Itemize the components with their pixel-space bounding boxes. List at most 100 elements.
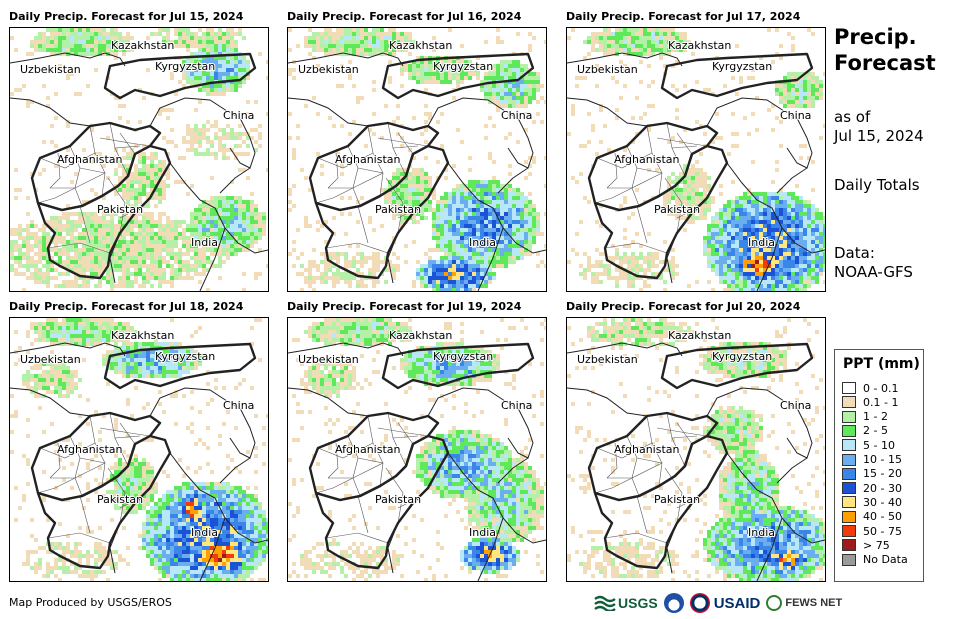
- map-label-pakistan: Pakistan: [97, 493, 143, 506]
- legend-label: 5 - 10: [863, 438, 895, 452]
- legend-label: 2 - 5: [863, 424, 888, 438]
- map-label-india: India: [469, 236, 496, 249]
- pakistan-border: [314, 434, 450, 570]
- legend-title: PPT (mm): [843, 356, 920, 372]
- map-label-uzbekistan: Uzbekistan: [20, 63, 81, 76]
- map-label-china: China: [501, 109, 532, 122]
- legend-swatch: [842, 439, 856, 452]
- legend-label: 10 - 15: [863, 453, 902, 466]
- map-label-kyrgyzstan: Kyrgyzstan: [155, 350, 215, 363]
- map-label-china: China: [223, 399, 254, 412]
- map-label-china: China: [780, 399, 811, 412]
- map-credit: Map Produced by USGS/EROS: [9, 596, 172, 609]
- precip-map-svg: Kazakhstan Uzbekistan Kyrgyzstan China Afgha…: [288, 28, 546, 291]
- legend-item: 40 - 50: [842, 510, 902, 524]
- panel-title-3: Daily Precip. Forecast for Jul 17, 2024: [566, 10, 801, 23]
- map-label-india: India: [469, 526, 496, 539]
- map-label-afghanistan: Afghanistan: [614, 443, 680, 456]
- legend-swatch: [842, 382, 856, 394]
- legend-item: 1 - 2: [842, 410, 888, 424]
- panel-title-4: Daily Precip. Forecast for Jul 18, 2024: [9, 300, 244, 313]
- legend-label: 0.1 - 1: [863, 395, 899, 409]
- map-label-afghanistan: Afghanistan: [57, 443, 123, 456]
- legend-swatch: [842, 539, 856, 552]
- map-label-uzbekistan: Uzbekistan: [577, 63, 638, 76]
- map-panel-6: Kazakhstan Uzbekistan Kyrgyzstan China Afgha…: [566, 317, 826, 582]
- precip-map-svg: Kazakhstan Uzbekistan Kyrgyzstan China Afgha…: [10, 28, 268, 291]
- map-label-india: India: [191, 236, 218, 249]
- map-label-kyrgyzstan: Kyrgyzstan: [712, 350, 772, 363]
- usgs-logo-text: USGS: [618, 595, 658, 611]
- sidebar-totals: Daily Totals: [834, 176, 920, 194]
- legend-label: 20 - 30: [863, 481, 902, 495]
- legend-swatch: [842, 424, 856, 437]
- map-label-pakistan: Pakistan: [97, 203, 143, 216]
- precip-map-svg: Kazakhstan Uzbekistan Kyrgyzstan China Afgha…: [10, 318, 268, 581]
- legend-item: No Data: [842, 553, 908, 567]
- noaa-seal-icon: [663, 593, 684, 613]
- legend-swatch: [842, 496, 856, 509]
- map-label-kazakhstan: Kazakhstan: [111, 329, 174, 342]
- map-label-kazakhstan: Kazakhstan: [668, 329, 731, 342]
- legend-swatch: [842, 467, 856, 480]
- map-label-pakistan: Pakistan: [375, 493, 421, 506]
- legend-item: 0.1 - 1: [842, 395, 898, 409]
- legend-item: 5 - 10: [842, 438, 895, 452]
- legend-label: 0 - 0.1: [863, 381, 899, 395]
- map-panel-2: Kazakhstan Uzbekistan Kyrgyzstan China Afgha…: [287, 27, 547, 292]
- kyrgyzstan-border: [381, 342, 535, 390]
- sidebar-title: Precip. Forecast: [834, 24, 936, 76]
- map-label-india: India: [748, 526, 775, 539]
- legend-item: > 75: [842, 538, 890, 552]
- precip-raster: [10, 28, 268, 291]
- legend-label: No Data: [863, 553, 908, 567]
- legend-item: 2 - 5: [842, 424, 888, 438]
- sidebar-data-line2: NOAA-GFS: [834, 263, 913, 281]
- map-label-uzbekistan: Uzbekistan: [577, 353, 638, 366]
- legend-item: 10 - 15: [842, 453, 902, 467]
- fews-net-logo: FEWS NET: [766, 595, 842, 611]
- kyrgyzstan-border: [103, 52, 257, 100]
- usgs-wave-icon: [594, 595, 616, 611]
- map-panel-1: Kazakhstan Uzbekistan Kyrgyzstan China Afgha…: [9, 27, 269, 292]
- legend-item: 30 - 40: [842, 495, 902, 509]
- legend-swatch: [842, 396, 856, 409]
- map-label-kyrgyzstan: Kyrgyzstan: [155, 60, 215, 73]
- sidebar-data-source: Data: NOAA-GFS: [834, 244, 913, 282]
- precip-map-svg: Kazakhstan Uzbekistan Kyrgyzstan China Afgha…: [567, 28, 825, 291]
- sidebar-title-line1: Precip.: [834, 25, 917, 49]
- precip-raster: [567, 318, 825, 581]
- panel-title-1: Daily Precip. Forecast for Jul 15, 2024: [9, 10, 244, 23]
- usgs-logo: USGS: [594, 595, 658, 611]
- map-panel-4: Kazakhstan Uzbekistan Kyrgyzstan China Afgha…: [9, 317, 269, 582]
- legend-item: 20 - 30: [842, 481, 902, 495]
- globe-icon: [766, 595, 783, 611]
- map-label-india: India: [191, 526, 218, 539]
- panel-title-5: Daily Precip. Forecast for Jul 19, 2024: [287, 300, 522, 313]
- legend-item: 50 - 75: [842, 524, 902, 538]
- map-label-china: China: [223, 109, 254, 122]
- map-panel-3: Kazakhstan Uzbekistan Kyrgyzstan China Afgha…: [566, 27, 826, 292]
- kyrgyzstan-border: [103, 342, 257, 390]
- map-label-kyrgyzstan: Kyrgyzstan: [433, 60, 493, 73]
- legend-swatch: [842, 525, 856, 537]
- fews-net-logo-text: FEWS NET: [785, 597, 843, 609]
- legend-label: 15 - 20: [863, 467, 902, 481]
- map-label-kazakhstan: Kazakhstan: [668, 39, 731, 52]
- precip-raster: [288, 318, 546, 581]
- precip-map-svg: Kazakhstan Uzbekistan Kyrgyzstan China Afgha…: [567, 318, 825, 581]
- map-label-pakistan: Pakistan: [375, 203, 421, 216]
- legend-item: 15 - 20: [842, 467, 902, 481]
- panel-title-2: Daily Precip. Forecast for Jul 16, 2024: [287, 10, 522, 23]
- legend-label: 40 - 50: [863, 510, 902, 524]
- sidebar-title-line2: Forecast: [834, 51, 936, 75]
- legend-label: > 75: [863, 538, 890, 552]
- precip-raster: [567, 28, 825, 291]
- legend-label: 30 - 40: [863, 495, 902, 509]
- legend-label: 50 - 75: [863, 524, 902, 538]
- sidebar-asof: as of Jul 15, 2024: [834, 108, 924, 146]
- map-label-pakistan: Pakistan: [654, 493, 700, 506]
- map-label-afghanistan: Afghanistan: [335, 443, 401, 456]
- legend-swatch: [842, 482, 856, 495]
- map-label-kazakhstan: Kazakhstan: [111, 39, 174, 52]
